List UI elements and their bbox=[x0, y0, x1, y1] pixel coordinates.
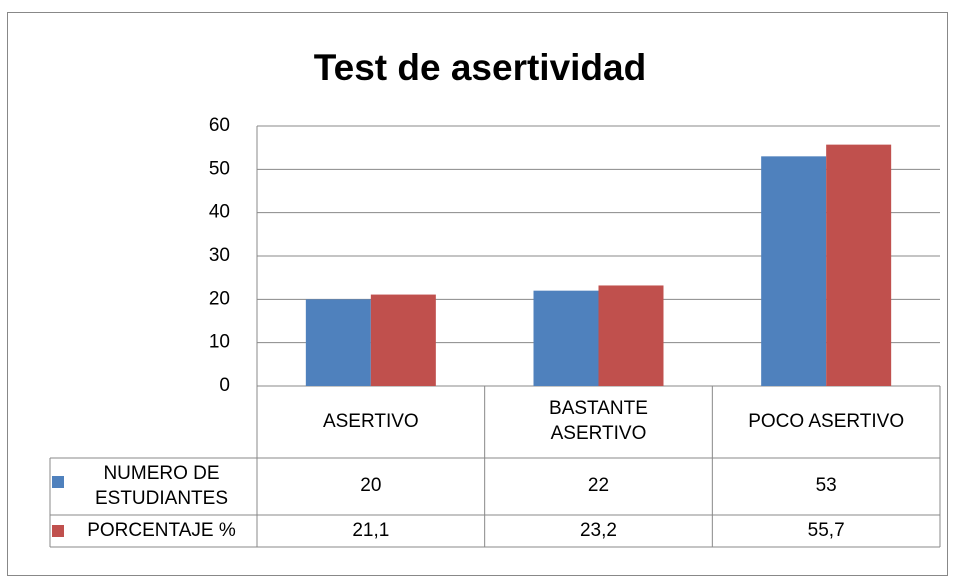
category-label-cell: ASERTIVO bbox=[257, 386, 485, 458]
category-label: BASTANTE ASERTIVO bbox=[549, 398, 648, 444]
y-tick-label: 40 bbox=[209, 202, 230, 223]
category-label-cell: POCO ASERTIVO bbox=[712, 386, 940, 458]
y-tick-label: 20 bbox=[209, 288, 230, 309]
table-value-cell: 21,1 bbox=[257, 515, 485, 547]
bar bbox=[761, 156, 827, 386]
bar bbox=[533, 290, 599, 386]
legend-label-cell: PORCENTAJE % bbox=[66, 515, 257, 547]
bar bbox=[370, 294, 436, 386]
bar bbox=[826, 144, 892, 386]
legend-key bbox=[52, 525, 64, 537]
table-value: 55,7 bbox=[807, 519, 845, 541]
table-value-cell: 20 bbox=[257, 458, 485, 515]
legend-key bbox=[52, 476, 64, 488]
bar bbox=[305, 299, 371, 386]
category-label: ASERTIVO bbox=[322, 410, 419, 432]
table-value: 23,2 bbox=[579, 519, 617, 541]
table-value-cell: 23,2 bbox=[485, 515, 713, 547]
legend-label-cell: NUMERO DE ESTUDIANTES bbox=[66, 458, 257, 515]
y-tick-label: 10 bbox=[209, 332, 230, 353]
table-value: 22 bbox=[587, 475, 610, 497]
y-tick-label: 50 bbox=[209, 158, 230, 179]
bar bbox=[598, 285, 664, 386]
table-value: 21,1 bbox=[352, 519, 390, 541]
table-value-cell: 53 bbox=[712, 458, 940, 515]
legend-label: PORCENTAJE % bbox=[87, 519, 236, 541]
category-label: POCO ASERTIVO bbox=[748, 410, 905, 432]
chart-title: Test de asertividad bbox=[314, 47, 646, 88]
y-tick-label: 60 bbox=[209, 115, 230, 136]
legend-label: NUMERO DE ESTUDIANTES bbox=[94, 462, 229, 509]
table-value-cell: 55,7 bbox=[712, 515, 940, 547]
y-tick-label: 0 bbox=[219, 375, 230, 396]
category-label-cell: BASTANTE ASERTIVO bbox=[485, 386, 713, 458]
table-value-cell: 22 bbox=[485, 458, 713, 515]
table-value: 20 bbox=[360, 475, 382, 497]
table-value: 53 bbox=[815, 475, 837, 497]
y-tick-label: 30 bbox=[209, 245, 230, 266]
